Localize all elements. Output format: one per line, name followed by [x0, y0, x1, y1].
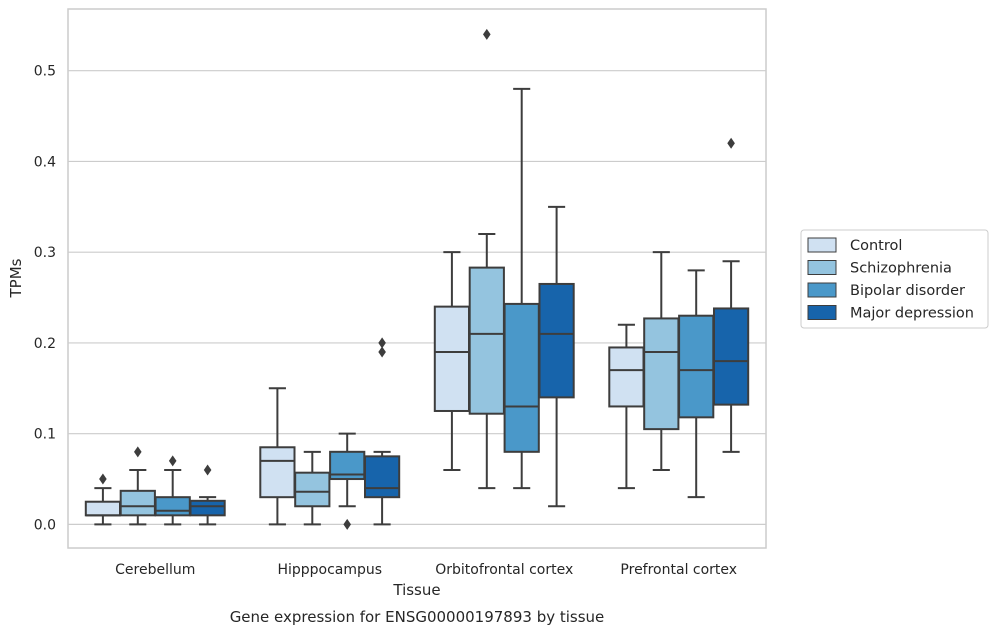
box-control	[259, 387, 296, 526]
box-control	[433, 251, 471, 471]
x-tick-label: Hipppocampus	[277, 562, 382, 578]
box-major-depression	[538, 205, 575, 508]
box-plots	[84, 28, 750, 530]
box-rect	[678, 314, 715, 419]
legend-entry: Bipolar disorder	[850, 283, 965, 299]
y-tick-label: 0.0	[34, 517, 56, 533]
x-axis-label: Tissue	[392, 581, 440, 599]
legend-entry: Control	[850, 238, 902, 254]
x-tick-label: Prefrontal cortex	[620, 562, 737, 578]
box-major-depression	[712, 137, 750, 453]
box-rect	[84, 500, 122, 517]
box-rect	[643, 317, 680, 431]
box-rect	[468, 266, 505, 415]
legend-swatch	[807, 237, 837, 253]
y-tick-label: 0.5	[34, 64, 56, 80]
box-bipolar-disorder	[503, 87, 540, 490]
outlier-point	[727, 137, 735, 149]
legend-swatch	[807, 305, 837, 320]
outlier-point	[343, 518, 351, 530]
box-rect	[712, 307, 750, 406]
box-rect	[433, 305, 471, 412]
outlier-point	[378, 337, 386, 349]
y-axis-label: TPMs	[7, 258, 25, 298]
legend-frame	[800, 229, 989, 329]
box-major-depression	[189, 464, 226, 526]
outlier-point	[134, 446, 142, 458]
x-tick-label: Orbitofrontal cortex	[435, 562, 573, 578]
y-tick-label: 0.1	[34, 427, 56, 443]
box-rect	[363, 455, 401, 499]
x-tick-labels: Cerebellum Hipppocampus Orbitofrontal cort…	[115, 562, 737, 578]
box-rect	[189, 499, 226, 517]
box-schizophrenia	[119, 446, 156, 526]
y-tick-label: 0.4	[34, 154, 56, 170]
outlier-point	[378, 346, 386, 358]
legend-entry: Major depression	[850, 306, 974, 322]
box-rect	[294, 471, 331, 508]
box-bipolar-disorder	[154, 455, 191, 526]
box-schizophrenia	[294, 450, 331, 526]
legend-swatch	[807, 260, 837, 275]
outlier-point	[168, 455, 177, 467]
box-rect	[119, 489, 156, 517]
box-schizophrenia	[468, 28, 505, 490]
box-control	[84, 473, 122, 526]
legend-entry: Schizophrenia	[850, 261, 952, 277]
y-tick-label: 0.2	[34, 336, 56, 352]
y-tick-labels: 0.0 0.1 0.2 0.3 0.4 0.5	[34, 64, 56, 534]
box-control	[608, 323, 645, 490]
box-rect	[538, 282, 575, 399]
box-rect	[154, 496, 191, 517]
chart-title: Gene expression for ENSG00000197893 by t…	[230, 608, 605, 626]
box-rect	[608, 346, 645, 408]
legend: Control Schizophrenia Bipolar disorder Majo…	[800, 229, 989, 329]
box-rect	[259, 446, 296, 499]
outlier-point	[99, 473, 107, 485]
outlier-point	[203, 464, 212, 476]
box-schizophrenia	[643, 251, 680, 471]
box-major-depression	[363, 337, 401, 526]
box-bipolar-disorder	[678, 269, 715, 499]
x-tick-label: Cerebellum	[115, 562, 195, 578]
y-tick-label: 0.3	[34, 245, 56, 261]
legend-swatch	[807, 282, 837, 298]
box-bipolar-disorder	[329, 432, 366, 530]
box-rect	[503, 302, 540, 453]
outlier-point	[483, 28, 491, 40]
grid-lines	[68, 70, 766, 526]
plot-frame	[67, 8, 767, 549]
